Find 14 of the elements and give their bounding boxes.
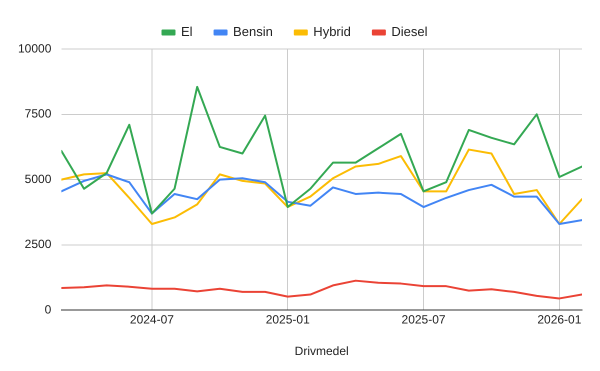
x-tick-label: 2026-01 (537, 312, 582, 327)
y-tick-label: 5000 (24, 172, 52, 186)
legend-label: El (181, 24, 193, 40)
x-axis-title: Drivmedel (294, 344, 349, 358)
y-tick-label: 2500 (24, 237, 52, 252)
legend-label: Bensin (233, 24, 273, 40)
legend-label: Hybrid (313, 24, 351, 40)
x-tick-label: 2025-01 (266, 312, 310, 327)
x-tick-label: 2025-07 (402, 312, 446, 327)
y-tick-label: 7500 (24, 106, 52, 121)
x-tick-label: 2024-07 (130, 312, 174, 327)
legend-label: Diesel (391, 24, 428, 40)
y-tick-label: 0 (44, 302, 52, 317)
y-tick-label: 10000 (18, 41, 52, 56)
